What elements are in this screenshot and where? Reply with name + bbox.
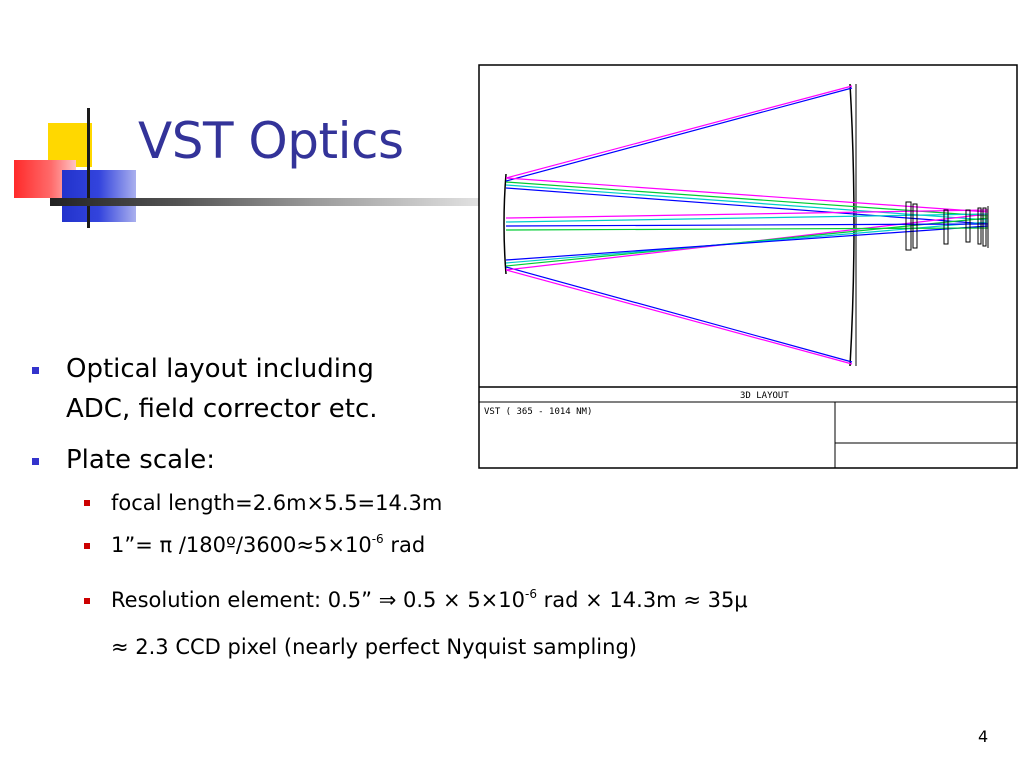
decor-yellow-square: [48, 123, 92, 167]
ccd-pixel-note: ≈ 2.3 CCD pixel (nearly perfect Nyquist …: [111, 635, 637, 659]
decor-blue-square: [62, 170, 136, 222]
optical-layout-diagram: 3D LAYOUT VST ( 365 - 1014 NM): [478, 64, 1018, 469]
slide-title: VST Optics: [138, 112, 404, 170]
decor-title-underline: [50, 198, 490, 206]
decor-vertical-line: [87, 108, 90, 228]
layout-label: 3D LAYOUT: [740, 391, 789, 401]
subbullet-focal-length: focal length=2.6m×5.5=14.3m: [111, 491, 443, 515]
arcsec-text: 1”= π /180º/3600≈5×10: [111, 533, 372, 557]
subbullet-marker: [84, 500, 90, 506]
resolution-rest: rad × 14.3m ≈ 35μ: [536, 588, 748, 612]
bullet-optical-layout-line1: Optical layout including: [66, 354, 374, 384]
subbullet-marker: [84, 598, 90, 604]
secondary-mirror: [503, 173, 507, 275]
bullet-plate-scale: Plate scale:: [66, 445, 216, 475]
resolution-text: Resolution element: 0.5” ⇒ 0.5 × 5×10: [111, 588, 525, 612]
system-label: VST ( 365 - 1014 NM): [484, 407, 592, 417]
corrector-lenses: [905, 201, 989, 251]
arcsec-exponent: -6: [371, 532, 384, 546]
bullet-marker: [32, 458, 39, 465]
bullet-optical-layout-line2: ADC, field corrector etc.: [66, 394, 378, 424]
subbullet-marker: [84, 543, 90, 549]
page-number: 4: [978, 727, 989, 746]
resolution-exponent: -6: [525, 587, 537, 601]
arcsec-unit: rad: [383, 533, 426, 557]
subbullet-resolution: Resolution element: 0.5” ⇒ 0.5 × 5×10-6 …: [111, 586, 748, 614]
bullet-marker: [32, 367, 39, 374]
ray-trace: [505, 85, 989, 365]
subbullet-arcsec: 1”= π /180º/3600≈5×10-6 rad: [111, 531, 425, 559]
